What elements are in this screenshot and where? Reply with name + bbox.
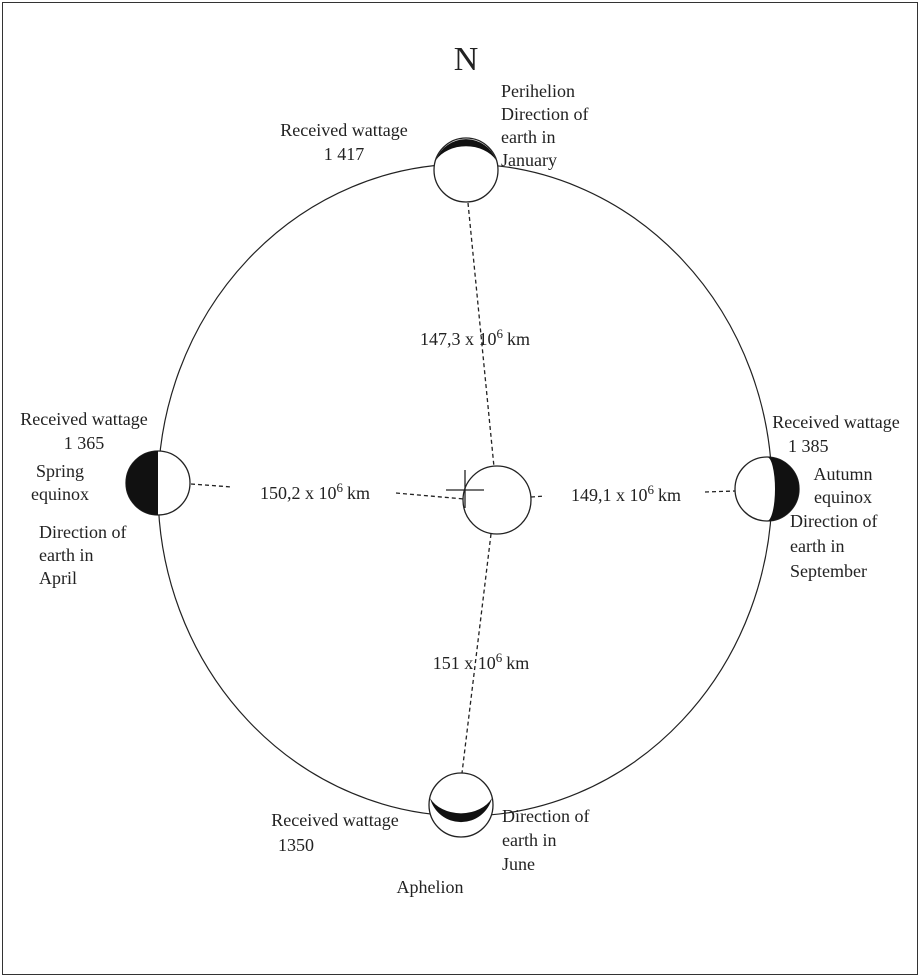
wattage-label: Received wattage	[280, 120, 407, 140]
unit: km	[507, 329, 530, 349]
label-line: earth in	[39, 545, 93, 565]
label-line: Direction of	[39, 522, 126, 542]
wattage-value: 1 385	[788, 436, 829, 456]
label-line: Aphelion	[397, 877, 464, 897]
label-line: September	[790, 561, 867, 581]
distance-text: 150,2 x 10	[260, 483, 337, 503]
radius-line	[704, 490, 736, 493]
distance-text: 151 x 10	[433, 653, 496, 673]
label-line: Direction of	[790, 511, 877, 531]
wattage-value: 1 417	[324, 144, 365, 164]
exponent: 6	[647, 482, 654, 497]
wattage-label: Received wattage	[271, 810, 398, 830]
label-line: earth in	[790, 536, 844, 556]
label-line: January	[501, 150, 557, 170]
radius-line	[467, 202, 495, 468]
radius-line	[530, 495, 546, 498]
wattage-value: 1350	[278, 835, 314, 855]
label-line: earth in	[502, 830, 556, 850]
wattage-label: Received wattage	[20, 409, 147, 429]
exponent: 6	[496, 326, 503, 341]
radius-line	[190, 483, 233, 488]
sun	[462, 465, 532, 535]
label-line: equinox	[814, 487, 872, 507]
earth-bottom	[428, 772, 494, 838]
unit: km	[506, 653, 529, 673]
distance-label: 147,3 x 106 km	[420, 326, 530, 349]
label-line: equinox	[31, 484, 89, 504]
radius-line	[461, 533, 492, 774]
label-line: Autumn	[813, 464, 872, 484]
exponent: 6	[496, 650, 503, 665]
wattage-value: 1 365	[64, 433, 105, 453]
unit: km	[347, 483, 370, 503]
label-line: Direction of	[501, 104, 588, 124]
unit: km	[658, 485, 681, 505]
north-label: N	[454, 41, 479, 78]
earth-right	[734, 456, 800, 522]
radius-line	[395, 492, 465, 500]
label-line: June	[502, 854, 535, 874]
label-line: Direction of	[502, 806, 589, 826]
distance-text: 149,1 x 10	[571, 485, 648, 505]
label-line: Perihelion	[501, 81, 575, 101]
distance-label: 151 x 106 km	[433, 650, 530, 673]
label-line: April	[39, 568, 77, 588]
distance-label: 150,2 x 106 km	[260, 480, 370, 503]
exponent: 6	[336, 480, 343, 495]
wattage-label: Received wattage	[772, 412, 899, 432]
distance-label: 149,1 x 106 km	[571, 482, 681, 505]
earth-left	[125, 450, 191, 516]
label-line: earth in	[501, 127, 555, 147]
earth-top	[433, 137, 499, 203]
distance-text: 147,3 x 10	[420, 329, 497, 349]
label-line: Spring	[36, 461, 84, 481]
